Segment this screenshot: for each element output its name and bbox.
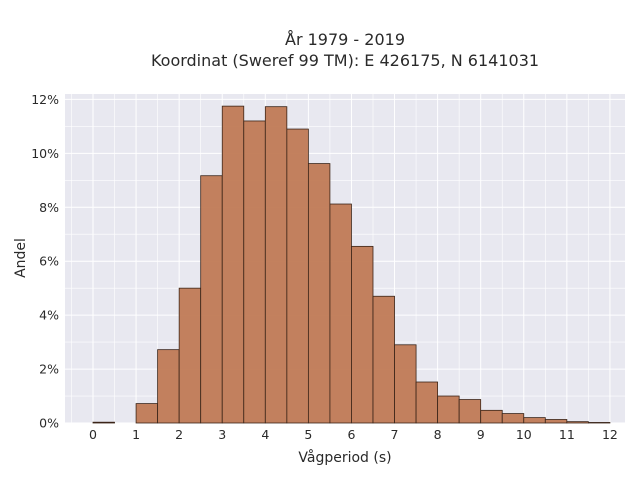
- y-tick-label: 2%: [39, 362, 59, 377]
- x-tick-label: 11: [559, 427, 575, 442]
- histogram-bar-9: [286, 128, 309, 424]
- histogram-bar-20: [523, 417, 546, 424]
- x-tick-label: 8: [434, 427, 442, 442]
- y-tick-label: 4%: [39, 308, 59, 323]
- y-tick-label: 12%: [31, 92, 59, 107]
- histogram-bar-5: [200, 175, 223, 424]
- histogram-bar-8: [264, 106, 288, 424]
- histogram-bar-23: [587, 422, 611, 424]
- y-tick-label: 0%: [39, 416, 59, 431]
- histogram-bar-6: [221, 105, 245, 424]
- histogram-bar-2: [135, 403, 159, 424]
- histogram-bar-17: [458, 399, 482, 424]
- histogram-bar-0: [92, 421, 115, 424]
- histogram-bar-10: [307, 163, 331, 424]
- histogram-bar-19: [501, 413, 525, 424]
- x-tick-label: 2: [175, 427, 183, 442]
- chart-title-line-1: År 1979 - 2019: [285, 30, 405, 49]
- x-tick-label: 9: [477, 427, 485, 442]
- histogram-bar-15: [415, 381, 439, 424]
- x-tick-label: 10: [516, 427, 532, 442]
- x-axis-ticks: 0 1 2 3 4 5 6 7 8 9 10 11 12: [89, 427, 618, 442]
- y-axis-label: Andel: [13, 238, 29, 278]
- histogram-bar-3: [157, 349, 180, 424]
- y-tick-label: 8%: [39, 200, 59, 215]
- x-tick-label: 7: [391, 427, 399, 442]
- x-tick-label: 5: [304, 427, 312, 442]
- histogram-bar-18: [480, 409, 503, 424]
- y-tick-label: 10%: [31, 146, 59, 161]
- histogram-bar-4: [178, 287, 202, 424]
- histogram-bar-22: [566, 421, 589, 424]
- x-tick-label: 1: [132, 427, 140, 442]
- x-tick-label: 3: [218, 427, 226, 442]
- histogram-bar-11: [329, 203, 352, 424]
- x-tick-label: 6: [347, 427, 355, 442]
- histogram-bar-14: [394, 344, 417, 424]
- x-tick-label: 0: [89, 427, 97, 442]
- histogram-bar-13: [372, 295, 395, 424]
- y-axis-ticks: 0% 2% 4% 6% 8% 10% 12%: [31, 92, 59, 431]
- histogram-bar-21: [544, 419, 568, 424]
- x-axis-label: Vågperiod (s): [298, 449, 391, 466]
- x-tick-label: 12: [602, 427, 618, 442]
- histogram-bar-12: [351, 245, 374, 424]
- histogram-bar-7: [243, 120, 266, 424]
- histogram-bar-16: [437, 395, 460, 424]
- chart-title-line-2: Koordinat (Sweref 99 TM): E 426175, N 61…: [151, 51, 539, 70]
- histogram-bars: [92, 105, 611, 424]
- y-tick-label: 6%: [39, 254, 59, 269]
- x-tick-label: 4: [261, 427, 269, 442]
